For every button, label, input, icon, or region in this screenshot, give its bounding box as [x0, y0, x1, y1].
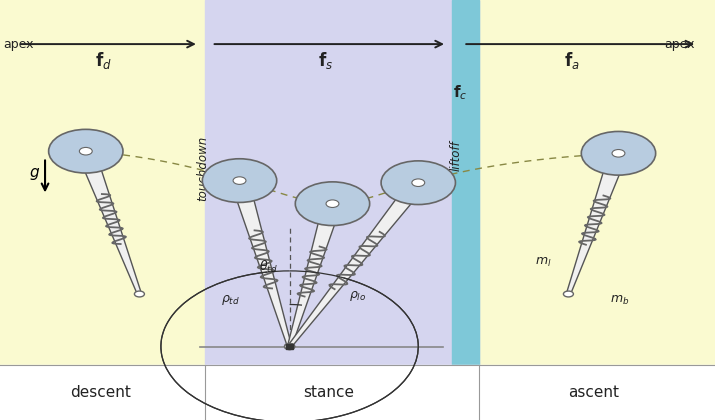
Text: $\rho_{lo}$: $\rho_{lo}$	[349, 289, 366, 303]
Text: $\mathbf{f}_{d}$: $\mathbf{f}_{d}$	[95, 50, 112, 71]
Text: descent: descent	[69, 385, 131, 400]
Circle shape	[79, 147, 92, 155]
Circle shape	[285, 344, 295, 349]
Text: liftoff: liftoff	[450, 140, 463, 171]
Circle shape	[233, 177, 246, 184]
Circle shape	[134, 291, 144, 297]
Polygon shape	[77, 150, 142, 294]
Text: $m_l$: $m_l$	[535, 256, 551, 269]
Text: $\rho_{td}$: $\rho_{td}$	[221, 293, 240, 307]
Text: touchdown: touchdown	[197, 135, 209, 201]
Bar	[452, 0, 479, 365]
Circle shape	[412, 179, 425, 186]
Circle shape	[326, 200, 339, 207]
Polygon shape	[566, 152, 628, 294]
Circle shape	[285, 344, 295, 349]
Text: $g$: $g$	[29, 166, 40, 182]
Polygon shape	[230, 180, 292, 347]
Text: apex: apex	[664, 38, 695, 50]
Circle shape	[612, 150, 625, 157]
Circle shape	[295, 182, 370, 226]
Text: $m_b$: $m_b$	[610, 294, 629, 307]
Text: $\theta_{td}$: $\theta_{td}$	[259, 259, 277, 275]
Bar	[0, 365, 715, 420]
Circle shape	[49, 129, 123, 173]
Bar	[205, 0, 479, 365]
Text: apex: apex	[4, 38, 34, 50]
Text: $\mathbf{f}_c$: $\mathbf{f}_c$	[453, 83, 468, 102]
Circle shape	[563, 291, 573, 297]
Text: $\mathbf{f}_{a}$: $\mathbf{f}_{a}$	[564, 50, 580, 71]
Circle shape	[202, 159, 277, 202]
Text: $\mathbf{f}_{s}$: $\mathbf{f}_{s}$	[317, 50, 333, 71]
Circle shape	[285, 344, 295, 349]
Polygon shape	[287, 181, 427, 347]
Bar	[286, 344, 293, 349]
Polygon shape	[287, 203, 342, 347]
Circle shape	[381, 161, 455, 205]
Circle shape	[581, 131, 656, 175]
Text: stance: stance	[303, 385, 355, 400]
Text: ascent: ascent	[568, 385, 619, 400]
